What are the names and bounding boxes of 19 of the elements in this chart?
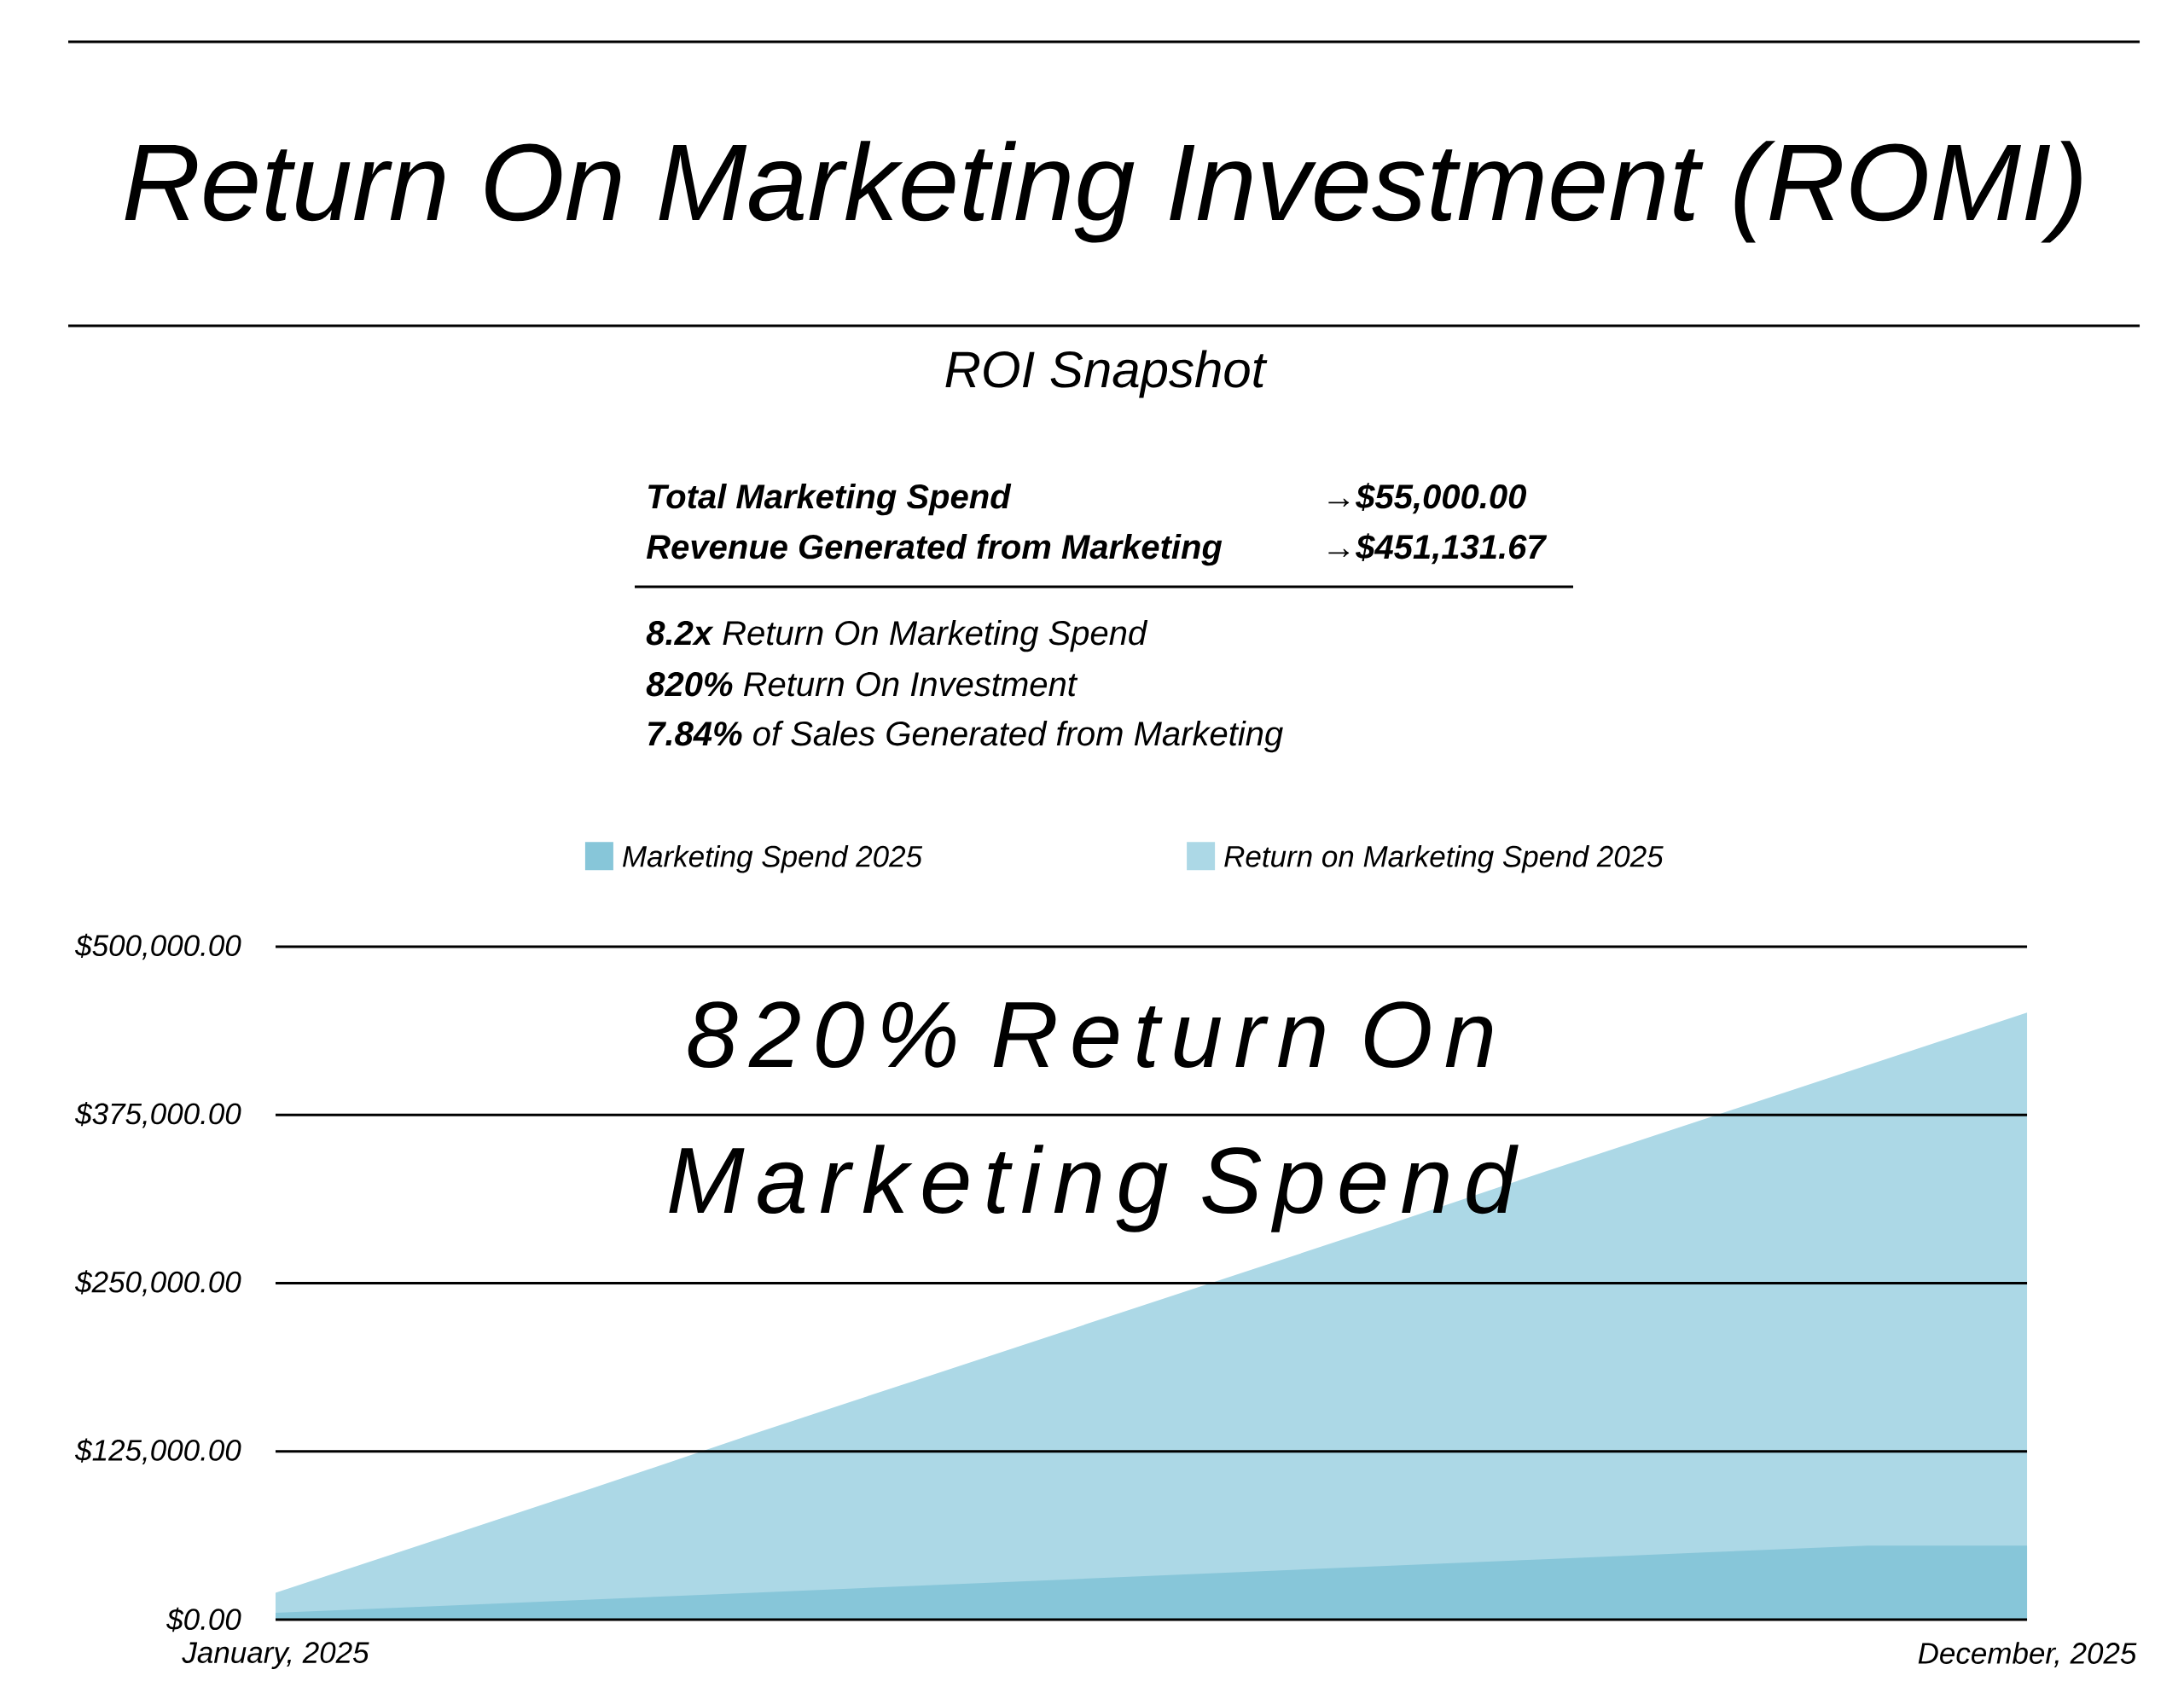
text: Revenue Generated from Marketing bbox=[646, 534, 1223, 566]
x-tick-label: January, 2025 bbox=[182, 1642, 369, 1669]
text: 7.84% of Sales Generated from Marketing bbox=[648, 721, 1283, 753]
text: Total Marketing Spend bbox=[648, 484, 1012, 516]
text: 820% Return On Investment bbox=[646, 672, 1078, 697]
x-tick-label: December, 2025 bbox=[1918, 1642, 2137, 1668]
text: →$55,000.00 bbox=[1328, 483, 1526, 514]
annotation: 820% Return On Marketing Spend bbox=[669, 1001, 1519, 1232]
text: 8.2x Return On Marketing Spend bbox=[646, 620, 1148, 652]
chart-subtitle: ROI Snapshot bbox=[945, 350, 1268, 398]
y-tick-label: $500,000.00 bbox=[74, 933, 241, 960]
legend-label: Marketing Spend 2025 bbox=[623, 844, 923, 873]
y-tick-label: $375,000.00 bbox=[74, 1102, 241, 1128]
text: →$451,131.67 bbox=[1328, 533, 1548, 565]
y-tick-label: $0.00 bbox=[166, 1607, 241, 1632]
y-tick-label: $250,000.00 bbox=[74, 1270, 241, 1296]
legend-label: Return on Marketing Spend 2025 bbox=[1224, 844, 1664, 873]
y-tick-label: $125,000.00 bbox=[74, 1438, 241, 1464]
chart-title: Return On Marketing Investment (ROMI) bbox=[125, 141, 2082, 243]
